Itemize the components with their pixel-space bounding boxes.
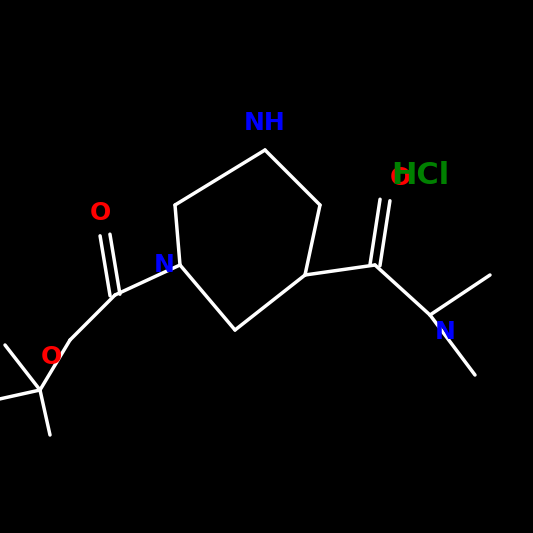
Text: NH: NH (244, 111, 286, 135)
Text: N: N (435, 320, 456, 344)
Text: O: O (90, 201, 111, 225)
Text: O: O (390, 166, 411, 190)
Text: HCl: HCl (391, 160, 449, 190)
Text: O: O (41, 345, 62, 369)
Text: N: N (154, 253, 175, 277)
